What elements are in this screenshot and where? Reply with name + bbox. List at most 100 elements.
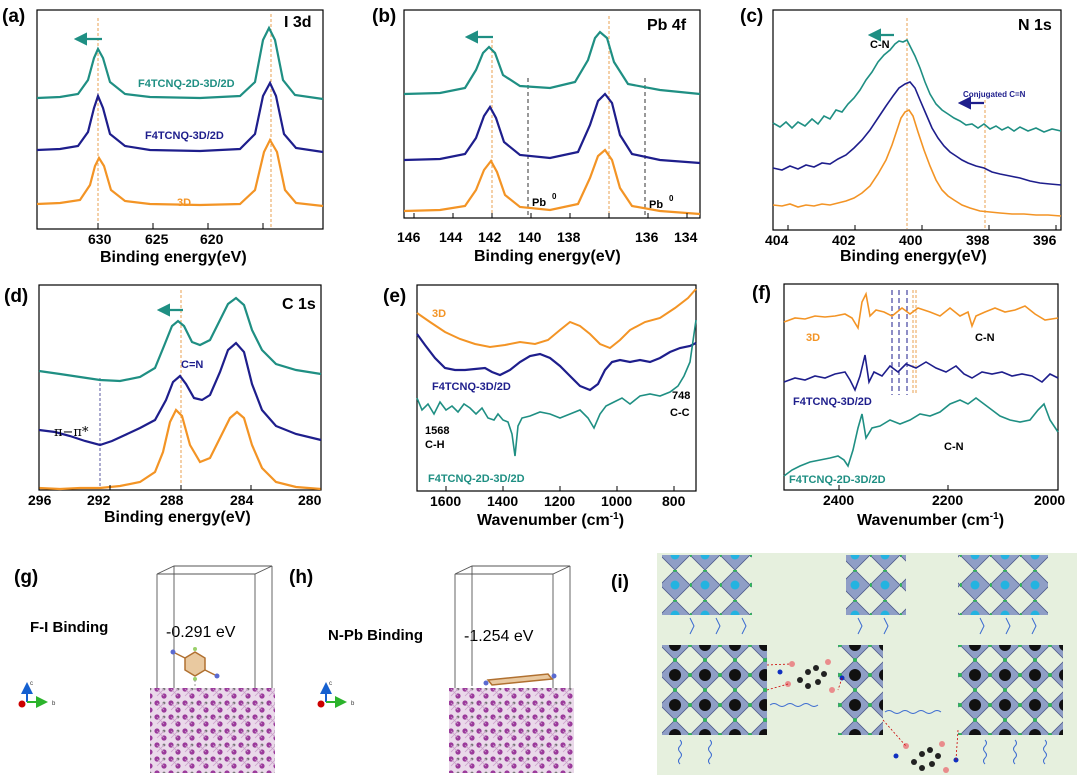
panel-i-label: (i) (611, 572, 629, 593)
panel-h-binding-label: N-Pb Binding (328, 627, 423, 644)
panel-g-axis-b: b (52, 701, 56, 707)
panel-b-title: Pb 4f (647, 17, 687, 34)
panel-g-energy: -0.291 eV (166, 624, 236, 641)
panel-d-pipi-label: π−π* (54, 425, 89, 440)
panel-f-xtick-2200: 2200 (932, 492, 963, 508)
panel-d-cn-label: C=N (181, 359, 203, 371)
panel-e-label: (e) (383, 286, 406, 307)
panel-f-legend-navy: F4TCNQ-3D/2D (793, 396, 872, 408)
panel-b-pb0-right: Pb (649, 199, 663, 211)
panel-a-series-navy (36, 80, 324, 154)
panel-f-xlabel: Wavenumber (cm-1) (857, 511, 1004, 529)
panel-e-legend-teal: F4TCNQ-2D-3D/2D (428, 473, 525, 485)
panel-f-xtick-2400: 2400 (823, 492, 854, 508)
panel-f-xtick-2000: 2000 (1034, 492, 1065, 508)
panel-a-legend-orange: 3D (177, 197, 191, 209)
panel-a-xtick-620: 620 (200, 231, 224, 247)
panel-i-interaction-lines (766, 663, 959, 761)
panel-b-xlabel: Binding energy(eV) (474, 248, 621, 265)
panel-d-frame (38, 284, 322, 491)
panel-c-xlabel: Binding energy(eV) (840, 248, 987, 265)
panel-e-xtick-1200: 1200 (544, 493, 575, 509)
panel-b-xtick-146: 146 (397, 229, 421, 245)
panel-e-xtick-1400: 1400 (487, 493, 518, 509)
panel-b-xtick-142: 142 (478, 229, 502, 245)
panel-c-series-orange (772, 108, 1062, 217)
panel-b-xtick-138: 138 (557, 229, 581, 245)
panel-h-energy: -1.254 eV (464, 628, 534, 645)
panel-d-xtick-292: 292 (87, 492, 111, 508)
panel-g-label: (g) (14, 567, 38, 588)
panel-i: (i) (611, 553, 1077, 775)
panel-f-legend-teal: F4TCNQ-2D-3D/2D (789, 474, 886, 486)
panel-f-xticks (838, 485, 1059, 490)
panel-e-ann-cc: C-C (670, 407, 690, 419)
panel-b-pb0-left: Pb (532, 197, 546, 209)
panel-b-xtick-144: 144 (439, 229, 463, 245)
panel-f-orange-guides (912, 290, 917, 395)
panel-c: (c) N 1s C-N Conjugated C=N 404 402 400 … (740, 6, 1062, 265)
panel-d-xtick-280: 280 (298, 492, 322, 508)
panel-e-ann-ch: C-H (425, 439, 445, 451)
panel-d-series-navy (38, 341, 322, 447)
panel-c-xticks (787, 225, 1057, 230)
panel-e-xtick-1600: 1600 (430, 493, 461, 509)
panel-h: (h) N-Pb Binding -1.254 eV c b (289, 565, 574, 773)
panel-i-2d-top-right (958, 555, 1048, 615)
panel-f-series-orange (783, 291, 1059, 331)
panel-h-perovskite-slab (449, 688, 574, 773)
panel-d-series-orange (38, 408, 322, 491)
panel-e: (e) 3D F4TCNQ-3D/2D F4TCNQ-2D-3D/2D 748 … (383, 284, 697, 529)
panel-b: (b) Pb 4f Pb 0 Pb 0 146 144 142 140 138 … (372, 6, 701, 265)
panel-b-pb0-left-sup: 0 (552, 192, 557, 201)
panel-i-2d-top-left (662, 555, 752, 615)
panel-d-xlabel: Binding energy(eV) (104, 509, 251, 526)
panel-f-label: (f) (752, 283, 771, 304)
panel-a-series-orange (36, 137, 324, 208)
panel-h-molecule (483, 673, 557, 686)
panel-f-navy-guides (891, 290, 908, 395)
panel-b-pb0-guides (527, 78, 646, 217)
panel-b-series-orange (403, 148, 701, 216)
panel-c-series-navy (772, 81, 1062, 186)
panel-c-conj-label: Conjugated C=N (963, 90, 1026, 99)
panel-f-frame (783, 283, 1059, 491)
panel-a-frame (36, 9, 324, 230)
panel-f-ann-cn-top: C-N (975, 332, 995, 344)
panel-i-organic-spacers (678, 617, 1047, 765)
panel-i-f4tcnq-molecules (777, 659, 959, 773)
panel-a-xtick-630: 630 (88, 231, 112, 247)
panel-e-xtick-800: 800 (662, 493, 686, 509)
panel-b-xtick-140: 140 (518, 229, 542, 245)
panel-a-dividers (97, 14, 272, 228)
panel-a-legend-navy: F4TCNQ-3D/2D (145, 130, 224, 142)
panel-a-label: (a) (2, 6, 25, 27)
panel-f-legend-orange: 3D (806, 332, 820, 344)
panel-c-xtick-396: 396 (1033, 232, 1057, 248)
panel-h-axis-b: b (351, 701, 355, 707)
panel-b-pb0-right-sup: 0 (669, 194, 674, 203)
panel-i-3d-left (662, 645, 767, 735)
panel-g-molecule (170, 647, 220, 690)
panel-c-xtick-402: 402 (832, 232, 856, 248)
panel-g-axis-c: c (30, 681, 33, 687)
panel-c-xtick-398: 398 (966, 232, 990, 248)
panel-f: (f) 3D F4TCNQ-3D/2D F4TCNQ-2D-3D/2D C-N … (752, 283, 1065, 529)
panel-g: (g) F-I Binding -0.291 eV c b (14, 565, 275, 773)
panel-e-ann-1568: 1568 (425, 425, 449, 437)
panel-b-xtick-136: 136 (635, 229, 659, 245)
panel-b-xtick-134: 134 (674, 229, 698, 245)
panel-b-frame (403, 9, 701, 219)
panel-i-3d-right (958, 645, 1063, 735)
panel-d-label: (d) (4, 286, 28, 307)
panel-e-legend-navy: F4TCNQ-3D/2D (432, 381, 511, 393)
panel-e-series-teal (416, 319, 697, 457)
panel-d-series-teal (38, 296, 322, 383)
panel-e-series-navy (416, 333, 697, 392)
panel-b-peak-guides (491, 16, 610, 217)
panel-c-cn-label: C-N (870, 39, 890, 51)
panel-c-label: (c) (740, 6, 763, 27)
panel-h-axis-c: c (329, 681, 332, 687)
panel-c-series-teal (772, 38, 1062, 133)
